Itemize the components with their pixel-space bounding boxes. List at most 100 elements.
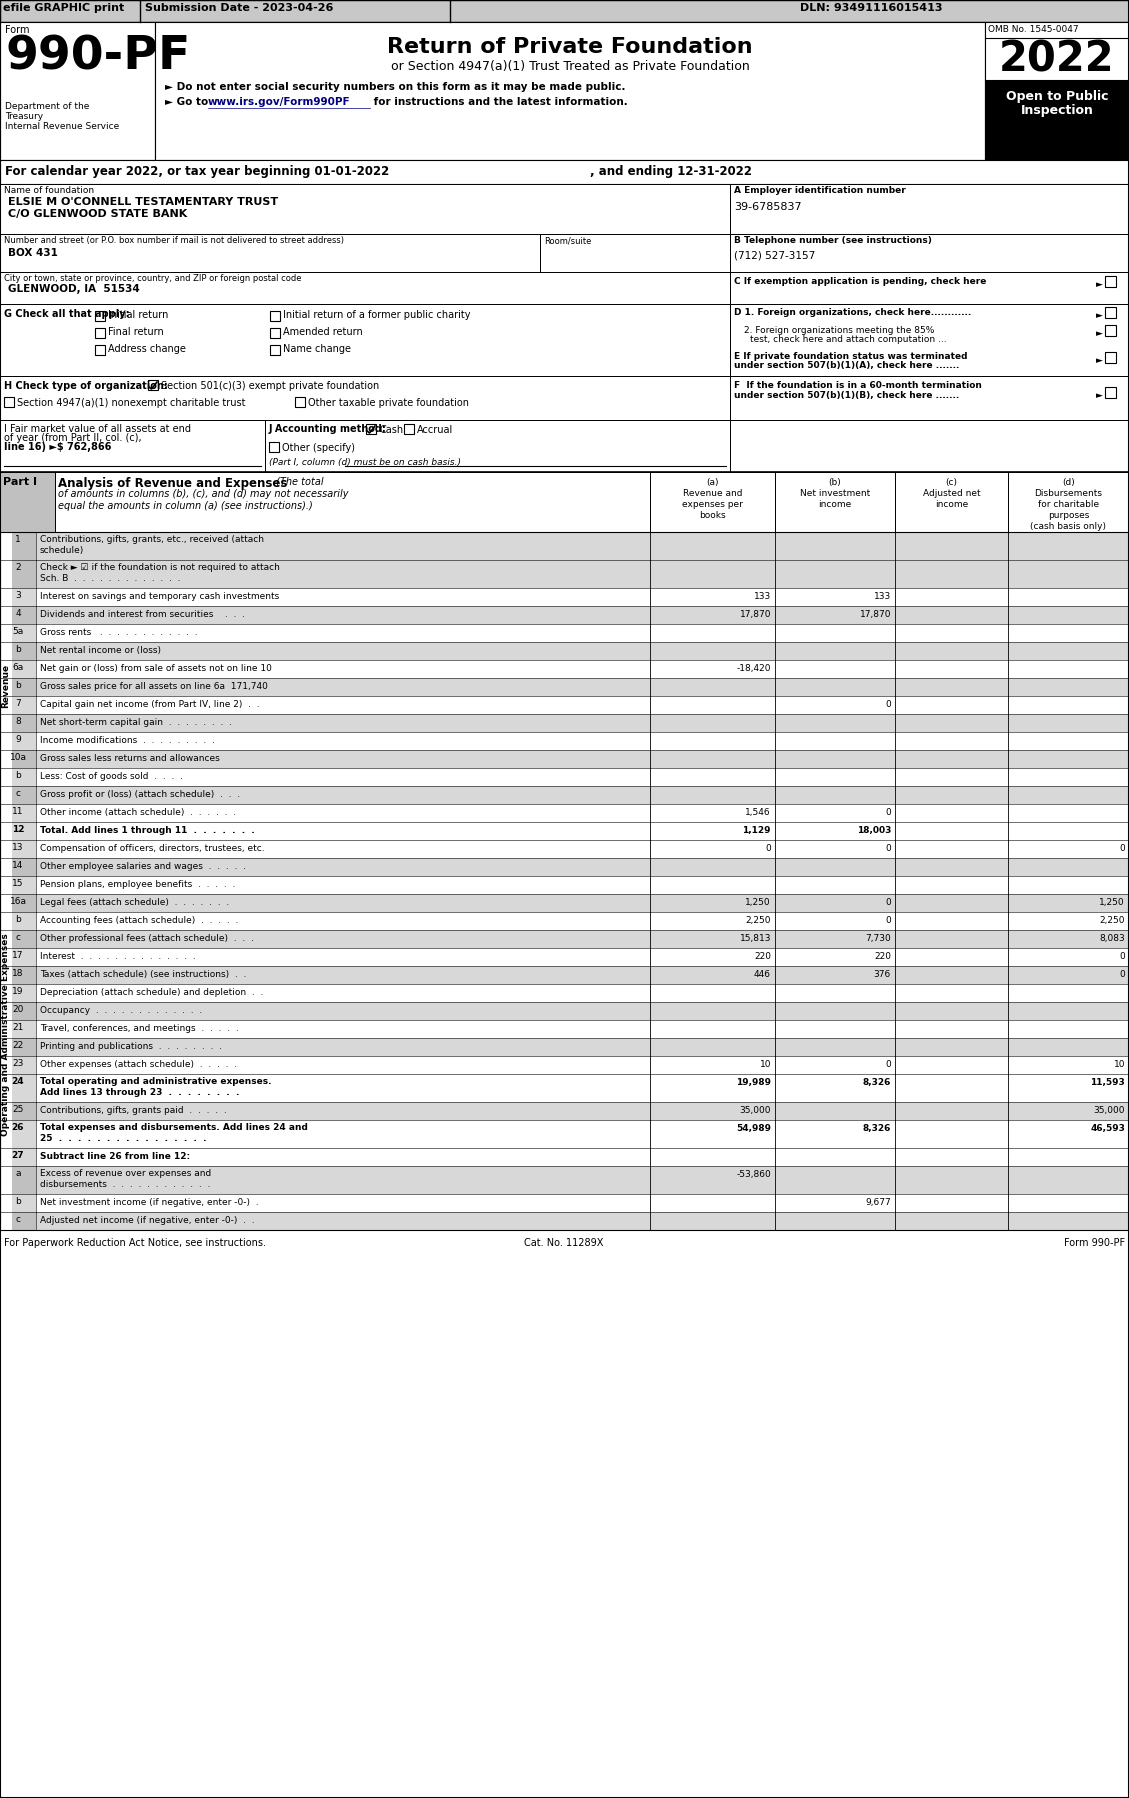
Text: Revenue: Revenue [1, 663, 10, 708]
Bar [0, 822, 36, 840]
Bar [1008, 473, 1129, 532]
Text: 22: 22 [12, 1041, 24, 1050]
Text: Gross rents   .  .  .  .  .  .  .  .  .  .  .  .: Gross rents . . . . . . . . . . . . [40, 628, 198, 636]
Text: Analysis of Revenue and Expenses: Analysis of Revenue and Expenses [58, 476, 288, 491]
Text: 1,546: 1,546 [745, 807, 771, 816]
Text: Initial return: Initial return [108, 309, 168, 320]
Text: b: b [15, 915, 20, 924]
Bar [0, 948, 1129, 966]
Text: 5a: 5a [12, 628, 24, 636]
Bar [0, 930, 36, 948]
Text: Adjusted net: Adjusted net [922, 489, 980, 498]
Text: GLENWOOD, IA  51534: GLENWOOD, IA 51534 [8, 284, 140, 295]
Text: 25: 25 [12, 1106, 24, 1115]
Text: 0: 0 [885, 699, 891, 708]
Bar [270, 327, 280, 338]
Text: Subtract line 26 from line 12:: Subtract line 26 from line 12: [40, 1153, 190, 1162]
Text: disbursements  .  .  .  .  .  .  .  .  .  .  .  .: disbursements . . . . . . . . . . . . [40, 1179, 210, 1188]
Text: books: books [699, 511, 726, 520]
Text: Printing and publications  .  .  .  .  .  .  .  .: Printing and publications . . . . . . . … [40, 1043, 222, 1052]
Text: C If exemption application is pending, check here: C If exemption application is pending, c… [734, 277, 987, 286]
Text: Occupancy  .  .  .  .  .  .  .  .  .  .  .  .  .: Occupancy . . . . . . . . . . . . . [40, 1007, 202, 1016]
Text: Capital gain net income (from Part IV, line 2)  .  .: Capital gain net income (from Part IV, l… [40, 699, 260, 708]
Text: 19,989: 19,989 [736, 1079, 771, 1088]
Text: -18,420: -18,420 [736, 663, 771, 672]
Text: Form 990-PF: Form 990-PF [1064, 1239, 1124, 1248]
Text: 9: 9 [15, 735, 20, 744]
Bar [0, 1102, 36, 1120]
Text: 0: 0 [885, 897, 891, 906]
Text: income: income [935, 500, 969, 509]
Text: 18: 18 [12, 969, 24, 978]
Text: Check ► ☑ if the foundation is not required to attach: Check ► ☑ if the foundation is not requi… [40, 563, 280, 572]
Text: equal the amounts in column (a) (see instructions).): equal the amounts in column (a) (see ins… [58, 502, 313, 511]
Text: Internal Revenue Service: Internal Revenue Service [5, 122, 120, 131]
Text: Revenue and: Revenue and [683, 489, 742, 498]
Text: OMB No. 1545-0047: OMB No. 1545-0047 [988, 25, 1078, 34]
Bar [730, 234, 1129, 271]
Bar [0, 1194, 36, 1212]
Text: b: b [15, 1197, 20, 1206]
Text: DLN: 93491116015413: DLN: 93491116015413 [800, 4, 943, 13]
Bar [0, 559, 36, 588]
Text: Taxes (attach schedule) (see instructions)  .  .: Taxes (attach schedule) (see instruction… [40, 969, 246, 978]
Text: Excess of revenue over expenses and: Excess of revenue over expenses and [40, 1169, 211, 1178]
Bar [0, 930, 1129, 948]
Text: ►: ► [1096, 311, 1103, 320]
Text: Other professional fees (attach schedule)  .  .  .: Other professional fees (attach schedule… [40, 933, 254, 942]
Text: 8,083: 8,083 [1100, 933, 1124, 942]
Bar [0, 678, 1129, 696]
Bar [0, 559, 1129, 588]
Bar [270, 311, 280, 322]
Bar [0, 588, 36, 606]
Bar [0, 588, 1129, 606]
Text: 27: 27 [11, 1151, 25, 1160]
Bar [0, 376, 730, 421]
Text: 220: 220 [754, 951, 771, 960]
Text: 990-PF: 990-PF [5, 34, 191, 79]
Text: Treasury: Treasury [5, 111, 43, 120]
Bar [1105, 277, 1115, 288]
Bar [0, 1120, 36, 1147]
Text: Accounting fees (attach schedule)  .  .  .  .  .: Accounting fees (attach schedule) . . . … [40, 915, 238, 924]
Text: Net gain or (loss) from sale of assets not on line 10: Net gain or (loss) from sale of assets n… [40, 663, 272, 672]
Bar [0, 1165, 1129, 1194]
Bar [0, 696, 1129, 714]
Bar [730, 421, 1129, 473]
Text: 16a: 16a [9, 897, 26, 906]
Bar [0, 1102, 1129, 1120]
Bar [0, 473, 55, 532]
Text: 21: 21 [12, 1023, 24, 1032]
Bar [0, 876, 1129, 894]
Text: 8,326: 8,326 [863, 1124, 891, 1133]
Text: 0: 0 [1119, 843, 1124, 852]
Text: 46,593: 46,593 [1091, 1124, 1124, 1133]
Text: Depreciation (attach schedule) and depletion  .  .: Depreciation (attach schedule) and deple… [40, 987, 263, 998]
Text: For calendar year 2022, or tax year beginning 01-01-2022: For calendar year 2022, or tax year begi… [5, 165, 390, 178]
Bar [0, 732, 36, 750]
Text: 10a: 10a [9, 753, 26, 762]
Text: 220: 220 [874, 951, 891, 960]
Text: 2,250: 2,250 [745, 915, 771, 924]
Bar [774, 473, 895, 532]
Bar [0, 804, 36, 822]
Bar [730, 183, 1129, 234]
Text: or Section 4947(a)(1) Trust Treated as Private Foundation: or Section 4947(a)(1) Trust Treated as P… [391, 59, 750, 74]
Text: 3: 3 [15, 592, 20, 601]
Bar [0, 606, 1129, 624]
Bar [0, 1147, 1129, 1165]
Text: ► Go to: ► Go to [165, 97, 212, 108]
Text: Compensation of officers, directors, trustees, etc.: Compensation of officers, directors, tru… [40, 843, 264, 852]
Text: J Accounting method:: J Accounting method: [269, 424, 387, 433]
Bar [0, 714, 1129, 732]
Text: 15,813: 15,813 [739, 933, 771, 942]
Text: Net investment: Net investment [799, 489, 870, 498]
Bar [0, 894, 36, 912]
Text: 15: 15 [12, 879, 24, 888]
Text: 4: 4 [15, 610, 20, 619]
Text: , and ending 12-31-2022: , and ending 12-31-2022 [590, 165, 752, 178]
Text: E If private foundation status was terminated: E If private foundation status was termi… [734, 352, 968, 361]
Bar [0, 234, 540, 271]
Text: efile GRAPHIC print: efile GRAPHIC print [3, 4, 124, 13]
Bar [0, 606, 36, 624]
